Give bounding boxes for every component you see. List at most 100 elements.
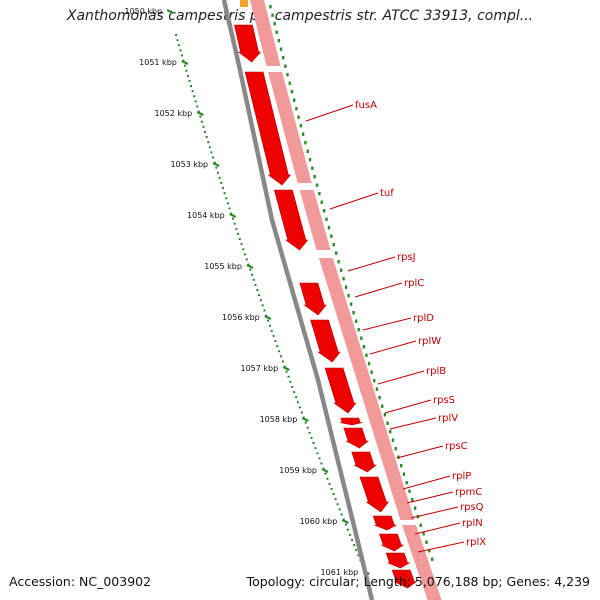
label-leader — [410, 506, 459, 519]
gene-arrow[interactable] — [372, 515, 397, 531]
ruler-dot — [188, 80, 191, 82]
gene-label[interactable]: fusA — [355, 100, 377, 111]
ruler-dot — [310, 437, 313, 439]
gene-track-light — [250, 0, 442, 600]
label-leader — [362, 317, 412, 331]
gene-label[interactable]: rplV — [438, 413, 458, 424]
gene-label[interactable]: rplB — [426, 366, 446, 377]
gene-arrow[interactable] — [351, 451, 377, 473]
gene-arrow[interactable] — [324, 367, 357, 414]
ruler-dot — [244, 253, 246, 256]
ruler-major-tick — [212, 162, 220, 167]
gene-arrow[interactable] — [343, 427, 369, 449]
strand-marker — [279, 47, 283, 51]
ruler-dot — [306, 426, 309, 429]
ruler-dot — [217, 171, 219, 174]
ruler-dot — [194, 100, 197, 103]
ruler-dot — [240, 243, 243, 246]
strand-marker — [394, 447, 397, 451]
ruler-dot — [237, 233, 240, 235]
ruler-dot — [215, 166, 218, 169]
ruler-dot — [324, 472, 327, 475]
strand-marker — [405, 481, 408, 485]
strand-marker — [375, 387, 379, 391]
strand-marker — [273, 22, 276, 26]
gene-arrow[interactable] — [391, 569, 418, 589]
ruler-major-tick — [321, 468, 329, 473]
ruler-dot — [344, 523, 347, 526]
ruler-dot — [179, 49, 182, 52]
gene-arrow[interactable] — [299, 282, 327, 316]
ruler-dot — [196, 105, 199, 108]
kbp-label: 1057 kbp — [241, 364, 279, 373]
ruler-dot — [238, 238, 241, 240]
gene-arrow[interactable] — [340, 417, 363, 426]
gene-label[interactable]: rpsC — [445, 441, 468, 452]
gene-label[interactable]: rpsQ — [460, 502, 484, 513]
ruler-dot — [197, 110, 200, 113]
ruler-dot — [204, 131, 207, 133]
gene-arrow[interactable] — [385, 552, 411, 569]
gene-arrow[interactable] — [244, 71, 292, 186]
kbp-label: 1055 kbp — [204, 262, 242, 271]
ruler-dot — [175, 34, 177, 36]
gene-arrow[interactable] — [234, 24, 262, 63]
ruler-dot — [297, 401, 299, 404]
strand-marker — [339, 268, 343, 272]
gene-label[interactable]: rplN — [462, 518, 483, 529]
label-leader — [347, 256, 396, 272]
ruler-dot — [295, 396, 298, 399]
backbone-line — [221, 0, 375, 600]
gene-arrow[interactable] — [273, 189, 309, 251]
strand-marker — [275, 30, 278, 34]
ruler-dot — [256, 289, 259, 291]
gene-label[interactable]: rplC — [404, 278, 424, 289]
gene-track-dark — [234, 0, 418, 589]
ruler-dot — [252, 278, 255, 281]
label-leader — [329, 192, 379, 210]
label-leader — [402, 475, 451, 490]
gene-arrow[interactable] — [310, 319, 341, 363]
strand-marker — [365, 353, 368, 357]
gene-arrow[interactable] — [379, 533, 405, 552]
kbp-label: 1059 kbp — [279, 466, 317, 475]
gene-label[interactable]: rplW — [418, 336, 441, 347]
gene-shadow — [299, 190, 331, 250]
strand-marker — [299, 124, 303, 128]
gene-label[interactable]: rplD — [413, 313, 434, 324]
ruler-dot — [226, 202, 229, 205]
strand-marker — [342, 277, 345, 281]
strand-marker — [357, 328, 360, 332]
gene-arrow[interactable] — [359, 476, 390, 513]
label-leader — [414, 522, 461, 535]
gene-label[interactable]: rplX — [466, 537, 486, 548]
ruler-dot — [340, 513, 343, 516]
ruler-dot — [202, 125, 205, 128]
gene-label[interactable]: rpsS — [433, 395, 455, 406]
ruler-dot — [316, 452, 319, 455]
ruler-major-tick — [246, 264, 254, 269]
ruler-dot — [233, 222, 236, 225]
gene-label[interactable]: tuf — [380, 188, 394, 199]
ruler-dot — [336, 503, 339, 506]
kbp-label: 1052 kbp — [154, 109, 192, 118]
gene-label[interactable]: rplP — [452, 471, 471, 482]
strand-marker — [370, 370, 373, 374]
strand-marker — [425, 540, 428, 544]
gene-label[interactable]: rpmC — [455, 487, 482, 498]
ruler-dot — [300, 411, 303, 414]
ruler-dot — [185, 69, 188, 72]
strand-marker — [360, 336, 363, 340]
kbp-label: 1061 kbp — [321, 568, 359, 577]
gene-label[interactable]: rpsJ — [397, 252, 416, 263]
gene-shadow — [250, 0, 281, 66]
ruler-dot — [293, 391, 296, 393]
label-leader — [417, 541, 465, 553]
ruler-dot — [291, 386, 294, 388]
ruler-dot — [181, 54, 183, 57]
ruler-dot — [346, 528, 349, 531]
label-leader — [389, 417, 437, 430]
strand-marker — [367, 362, 371, 366]
ruler-dot — [332, 493, 335, 495]
